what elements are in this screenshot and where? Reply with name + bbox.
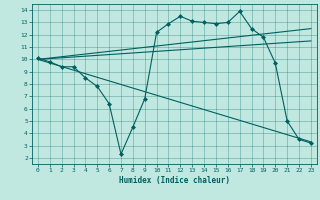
X-axis label: Humidex (Indice chaleur): Humidex (Indice chaleur) (119, 176, 230, 185)
